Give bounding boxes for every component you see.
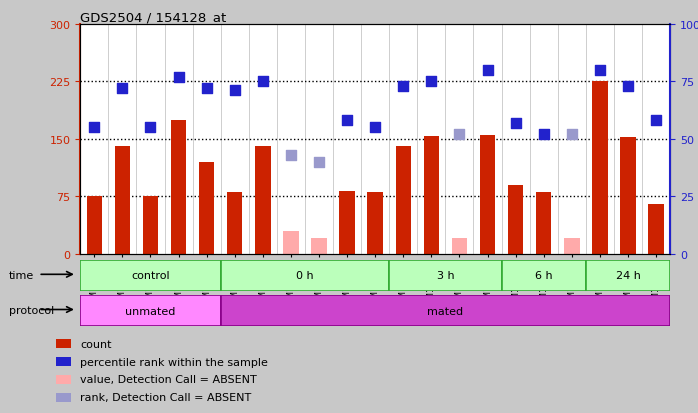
- Bar: [452, 239, 467, 254]
- Point: [89, 125, 100, 131]
- Text: 6 h: 6 h: [535, 271, 553, 281]
- Point: [623, 83, 634, 90]
- Bar: [502, 260, 586, 291]
- Bar: [564, 239, 579, 254]
- Point: [173, 74, 184, 81]
- Text: protocol: protocol: [9, 306, 54, 316]
- Text: count: count: [80, 339, 112, 349]
- Bar: [87, 197, 102, 254]
- Text: percentile rank within the sample: percentile rank within the sample: [80, 357, 268, 367]
- Bar: [199, 162, 214, 254]
- Bar: [508, 185, 524, 254]
- Bar: [227, 193, 242, 254]
- Bar: [283, 231, 299, 254]
- Point: [369, 125, 380, 131]
- Point: [201, 85, 212, 92]
- Text: time: time: [9, 271, 34, 280]
- Point: [566, 131, 577, 138]
- Bar: [339, 191, 355, 254]
- Bar: [221, 260, 389, 291]
- Bar: [648, 204, 664, 254]
- Point: [426, 79, 437, 85]
- Point: [510, 120, 521, 127]
- Bar: [586, 260, 670, 291]
- Text: GDS2504 / 154128_at: GDS2504 / 154128_at: [80, 11, 227, 24]
- Text: 24 h: 24 h: [616, 271, 640, 281]
- Bar: [311, 239, 327, 254]
- Bar: [536, 193, 551, 254]
- Text: value, Detection Call = ABSENT: value, Detection Call = ABSENT: [80, 375, 257, 385]
- Point: [651, 118, 662, 124]
- Text: control: control: [131, 271, 170, 281]
- Bar: [114, 147, 130, 254]
- Bar: [621, 138, 636, 254]
- Bar: [80, 260, 221, 291]
- Point: [454, 131, 465, 138]
- Point: [482, 67, 493, 74]
- Point: [258, 79, 269, 85]
- Point: [229, 88, 240, 95]
- Bar: [389, 260, 502, 291]
- Text: rank, Detection Call = ABSENT: rank, Detection Call = ABSENT: [80, 392, 251, 402]
- Point: [145, 125, 156, 131]
- Point: [313, 159, 325, 166]
- Text: 3 h: 3 h: [436, 271, 454, 281]
- Point: [341, 118, 352, 124]
- Point: [538, 131, 549, 138]
- Bar: [592, 82, 607, 254]
- Bar: [221, 295, 670, 326]
- Bar: [367, 193, 383, 254]
- Bar: [143, 197, 158, 254]
- Text: 0 h: 0 h: [296, 271, 314, 281]
- Point: [285, 152, 297, 159]
- Bar: [80, 295, 221, 326]
- Bar: [424, 137, 439, 254]
- Bar: [255, 147, 271, 254]
- Bar: [171, 120, 186, 254]
- Point: [117, 85, 128, 92]
- Point: [398, 83, 409, 90]
- Bar: [396, 147, 411, 254]
- Text: unmated: unmated: [126, 306, 176, 316]
- Bar: [480, 135, 496, 254]
- Point: [594, 67, 605, 74]
- Text: mated: mated: [427, 306, 463, 316]
